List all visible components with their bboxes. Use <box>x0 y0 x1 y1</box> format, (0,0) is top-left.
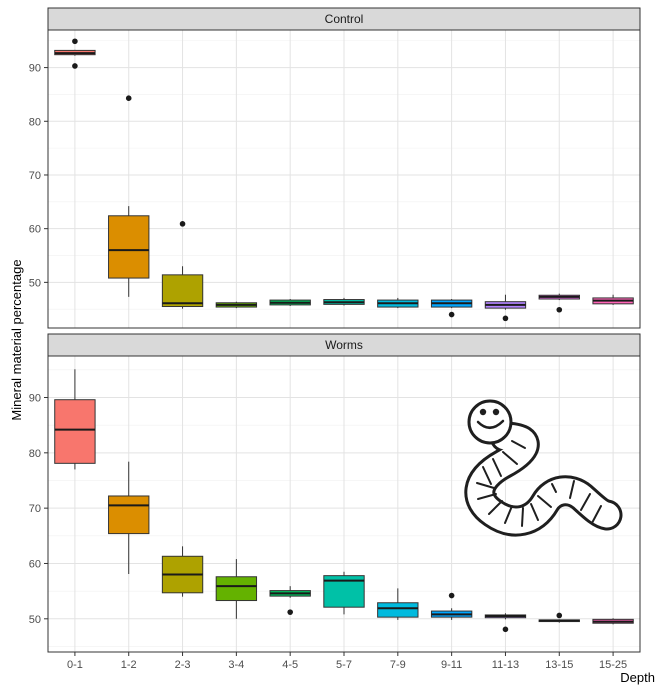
outlier-point <box>502 626 509 633</box>
box-body <box>215 576 258 602</box>
outlier-point <box>179 221 186 227</box>
x-tick-label: 5-7 <box>336 659 352 671</box>
y-axis-title: Mineral material percentage <box>9 259 24 420</box>
facet-control: Control 50 60 70 80 90 <box>29 7 641 329</box>
box-3-4 <box>215 301 258 309</box>
outlier-point <box>125 95 132 101</box>
panel-border <box>47 29 641 329</box>
outlier-point <box>502 315 509 322</box>
box-9-11 <box>430 299 473 318</box>
box-7-9 <box>377 297 419 309</box>
y-tick-label: 90 <box>29 392 41 404</box>
box-body <box>54 399 96 464</box>
x-tick-label: 13-15 <box>545 659 573 671</box>
box-body <box>108 495 150 535</box>
y-tick-label: 60 <box>29 224 41 236</box>
outlier-point <box>72 38 78 45</box>
box-4-5 <box>269 586 311 615</box>
box-1-2 <box>108 95 150 297</box>
box-3-4 <box>215 559 258 619</box>
x-tick-label: 9-11 <box>441 659 462 671</box>
box-body <box>108 215 150 279</box>
worm-icon <box>464 399 623 537</box>
facet-strip-label: Control <box>325 12 364 26</box>
x-tick-label: 2-3 <box>175 659 191 671</box>
box-2-3 <box>161 546 204 597</box>
box-13-15 <box>538 612 580 623</box>
box-9-11 <box>430 592 473 620</box>
facet-panels: Control 50 60 70 80 90 Worms 50 60 70 80 90 0-1 1-2 2-… <box>29 7 641 671</box>
box-body <box>377 602 419 618</box>
box-11-13 <box>484 613 527 633</box>
box-15-25 <box>592 618 634 625</box>
y-tick-label: 70 <box>29 503 41 515</box>
box-13-15 <box>538 293 580 313</box>
box-1-2 <box>108 461 150 574</box>
x-axis-title: Depth <box>620 670 655 685</box>
box-2-3 <box>161 221 204 309</box>
y-tick-label: 50 <box>29 277 41 289</box>
x-tick-label: 0-1 <box>67 659 83 671</box>
y-tick-label: 80 <box>29 116 41 128</box>
y-tick-label: 60 <box>29 558 41 570</box>
y-tick-label: 50 <box>29 614 41 626</box>
x-tick-label: 7-9 <box>390 659 406 671</box>
box-4-5 <box>269 299 311 306</box>
y-tick-label: 80 <box>29 448 41 460</box>
box-11-13 <box>484 294 527 322</box>
box-0-1 <box>54 369 96 470</box>
outlier-point <box>556 612 563 619</box>
outlier-point <box>448 592 455 599</box>
y-tick-label: 70 <box>29 170 41 182</box>
facet-strip-label: Worms <box>325 338 363 352</box>
box-15-25 <box>592 294 634 305</box>
x-tick-label: 1-2 <box>121 659 137 671</box>
y-tick-label: 90 <box>29 63 41 75</box>
box-body <box>161 274 204 308</box>
x-tick-label: 4-5 <box>282 659 298 671</box>
outlier-point <box>556 306 563 313</box>
box-5-7 <box>323 297 365 306</box>
outlier-point <box>448 311 455 318</box>
outlier-point <box>72 63 78 69</box>
x-tick-label: 3-4 <box>228 659 244 671</box>
x-tick-label: 11-13 <box>492 659 519 671</box>
box-7-9 <box>377 588 419 620</box>
outlier-point <box>287 609 293 615</box>
box-5-7 <box>323 571 365 615</box>
box-0-1 <box>54 38 96 69</box>
x-tick-label: 15-25 <box>599 659 627 671</box>
facet-worms: Worms 50 60 70 80 90 0-1 1-2 2-3 3-4 4-5 5-7 7-9 9-11… <box>29 333 641 671</box>
